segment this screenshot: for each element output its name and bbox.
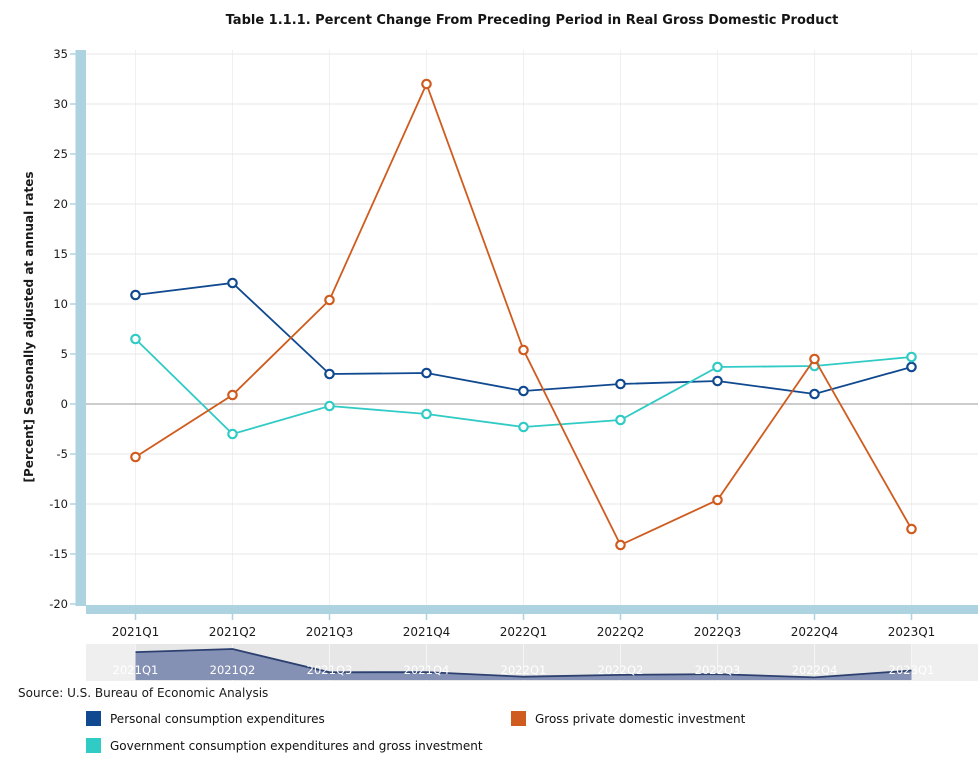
legend-label: Personal consumption expenditures [110, 711, 325, 726]
y-axis-tick-label: 5 [61, 347, 68, 361]
data-point-pce-2021Q1[interactable] [130, 289, 141, 301]
legend-item-gross-private-investment[interactable]: Gross private domestic investment [511, 711, 745, 726]
data-point-pce-2023Q1[interactable] [906, 361, 917, 373]
x-axis-tick [716, 614, 719, 620]
data-point-gov-2022Q1[interactable] [518, 421, 529, 433]
navigator-label: 2022Q1 [501, 663, 547, 677]
x-axis-tick [425, 614, 428, 620]
data-point-pce-2021Q3[interactable] [324, 368, 335, 380]
y-axis-tick-label: -20 [49, 597, 68, 611]
data-point-gov-2022Q2[interactable] [615, 414, 626, 426]
y-axis-tick-label: -15 [49, 547, 68, 561]
chart-title: Table 1.1.1. Percent Change From Precedi… [225, 13, 839, 28]
y-axis-tick [70, 53, 76, 55]
y-axis-tick [70, 503, 76, 505]
legend-color-swatch-pce [86, 711, 101, 726]
data-point-pce-2021Q4[interactable] [421, 367, 432, 379]
navigator-area-outline [135, 648, 912, 679]
data-point-pce-2022Q2[interactable] [615, 378, 626, 390]
data-point-gov-2021Q1[interactable] [130, 333, 141, 345]
x-axis-tick [910, 614, 913, 620]
navigator-mask-right[interactable] [911, 644, 979, 681]
data-point-gov-2023Q1[interactable] [906, 351, 917, 363]
y-axis-tick [70, 303, 76, 305]
x-axis-label: 2022Q1 [500, 625, 548, 639]
y-axis-tick-label: 25 [53, 147, 68, 161]
navigator-label: 2022Q4 [792, 663, 838, 677]
navigator-label: 2021Q4 [404, 663, 450, 677]
data-point-pce-2022Q4[interactable] [809, 388, 820, 400]
y-axis-title: [Percent] Seasonally adjusted at annual … [22, 172, 36, 483]
legend-item-personal-consumption[interactable]: Personal consumption expenditures [86, 711, 325, 726]
y-axis-tick [70, 253, 76, 255]
x-axis-label: 2022Q4 [791, 625, 839, 639]
data-point-pce-2021Q2[interactable] [227, 277, 238, 289]
x-axis-band [86, 605, 978, 614]
x-axis-tick [522, 614, 525, 620]
y-axis-tick [70, 453, 76, 455]
navigator-label: 2022Q3 [695, 663, 741, 677]
y-axis-tick [70, 153, 76, 155]
x-axis-label: 2021Q2 [209, 625, 257, 639]
data-point-gov-2021Q2[interactable] [227, 428, 238, 440]
x-axis-tick [134, 614, 137, 620]
y-axis-tick-label: 30 [53, 97, 68, 111]
y-axis-tick-label: 20 [53, 197, 68, 211]
navigator-label: 2022Q2 [598, 663, 644, 677]
y-axis-tick-label: -10 [49, 497, 68, 511]
y-axis-tick [70, 203, 76, 205]
y-axis-tick [70, 403, 76, 405]
navigator-label: 2021Q1 [113, 663, 159, 677]
navigator-label: 2021Q2 [210, 663, 256, 677]
data-point-gpdi-2022Q2[interactable] [615, 539, 626, 551]
data-point-gpdi-2022Q1[interactable] [518, 344, 529, 356]
data-point-pce-2022Q1[interactable] [518, 385, 529, 397]
data-point-gov-2021Q4[interactable] [421, 408, 432, 420]
x-axis-label: 2023Q1 [888, 625, 936, 639]
x-axis-tick [328, 614, 331, 620]
x-axis-label: 2021Q4 [403, 625, 451, 639]
data-point-pce-2022Q3[interactable] [712, 375, 723, 387]
x-axis-label: 2022Q2 [597, 625, 645, 639]
navigator-mask-left[interactable] [86, 644, 136, 681]
legend-item-government-consumption[interactable]: Government consumption expenditures and … [86, 738, 483, 753]
legend-color-swatch-gov [86, 738, 101, 753]
legend-label: Government consumption expenditures and … [110, 738, 483, 753]
y-axis-tick-label: 10 [53, 297, 68, 311]
y-axis-tick-label: 35 [53, 47, 68, 61]
y-axis-band [75, 50, 86, 606]
x-axis-tick [231, 614, 234, 620]
x-axis-tick [619, 614, 622, 620]
data-point-gpdi-2022Q3[interactable] [712, 494, 723, 506]
data-point-gpdi-2021Q3[interactable] [324, 294, 335, 306]
source-note: Source: U.S. Bureau of Economic Analysis [18, 686, 269, 700]
data-point-gpdi-2021Q1[interactable] [130, 451, 141, 463]
navigator-label: 2023Q1 [889, 663, 935, 677]
y-axis-tick [70, 353, 76, 355]
y-axis-tick [70, 553, 76, 555]
data-point-gpdi-2022Q4[interactable] [809, 353, 820, 365]
y-axis-tick-label: 0 [61, 397, 68, 411]
data-point-gpdi-2021Q4[interactable] [421, 78, 432, 90]
x-axis-label: 2022Q3 [694, 625, 742, 639]
legend-color-swatch-gpdi [511, 711, 526, 726]
y-axis-tick [70, 603, 76, 605]
y-axis-tick-label: -5 [57, 447, 68, 461]
y-axis-tick [70, 103, 76, 105]
x-axis-label: 2021Q3 [306, 625, 354, 639]
data-point-gpdi-2021Q2[interactable] [227, 389, 238, 401]
navigator-label: 2021Q3 [307, 663, 353, 677]
x-axis-label: 2021Q1 [112, 625, 160, 639]
data-point-gpdi-2023Q1[interactable] [906, 523, 917, 535]
legend-label: Gross private domestic investment [535, 711, 746, 726]
data-point-gov-2021Q3[interactable] [324, 400, 335, 412]
y-axis-tick-label: 15 [53, 247, 68, 261]
x-axis-tick [813, 614, 816, 620]
data-point-gov-2022Q3[interactable] [712, 361, 723, 373]
